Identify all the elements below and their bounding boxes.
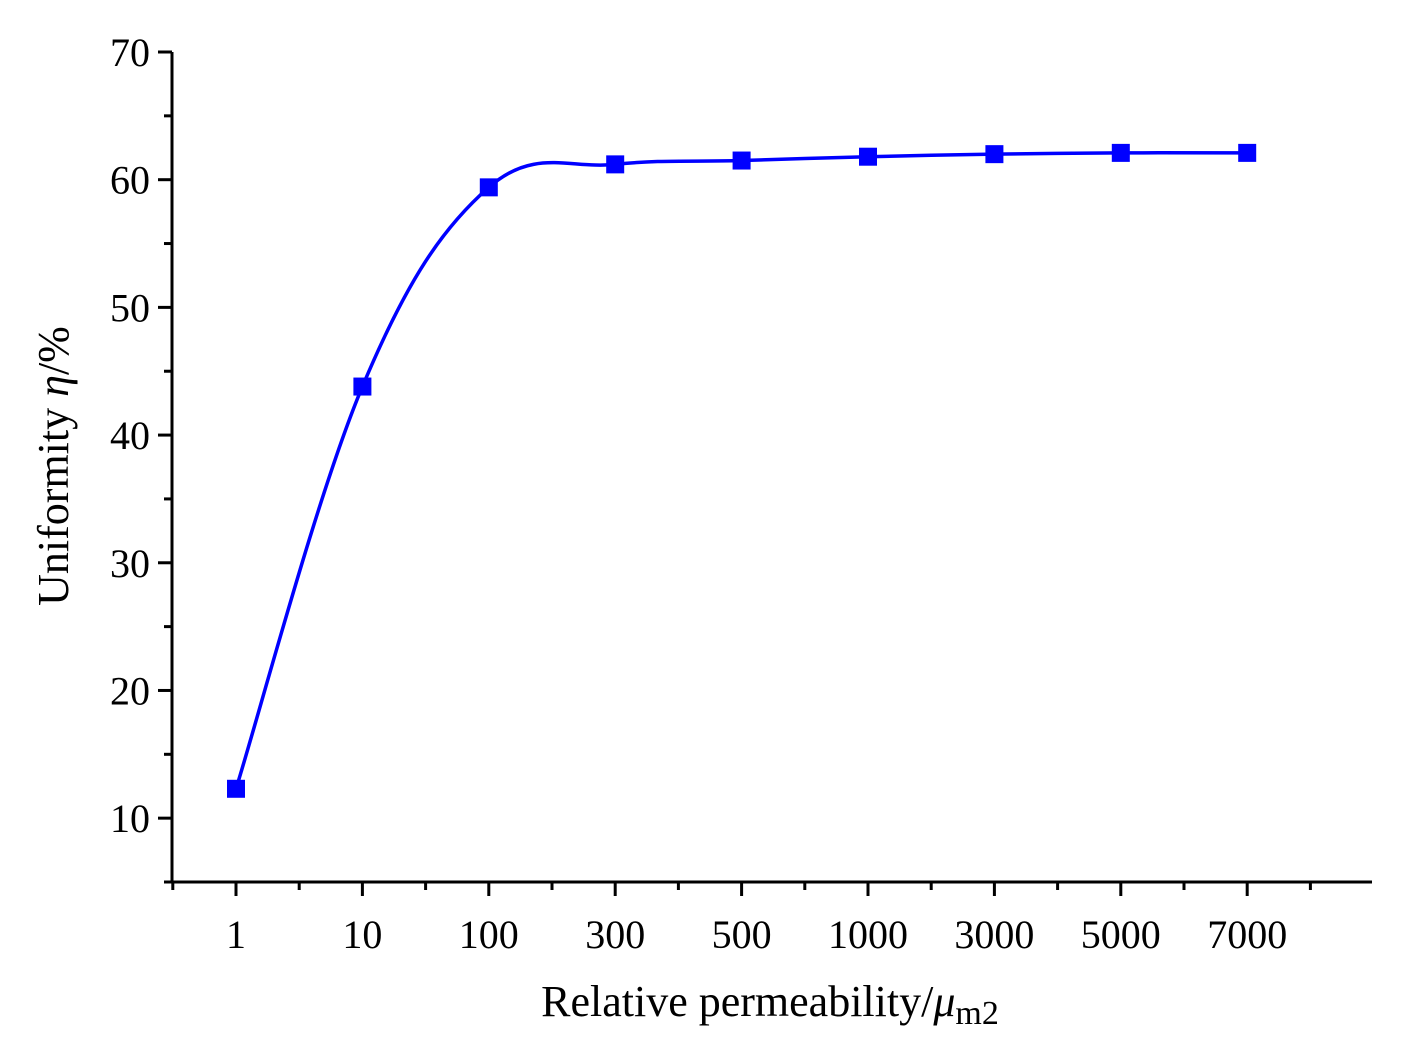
x-tick-label: 500 [712,912,772,957]
x-tick-label: 5000 [1081,912,1161,957]
y-tick-label: 30 [110,541,150,586]
data-point-marker [606,155,625,174]
y-axis-title-main: Uniformity [29,397,78,606]
y-axis-title-unit: /% [29,326,78,375]
data-point-marker [859,147,877,166]
data-point-marker [353,377,372,396]
y-tick-label: 20 [110,668,150,713]
data-point-marker [732,151,751,170]
series-layer [227,143,1257,798]
x-axis-title-subscript: m2 [955,995,998,1032]
y-tick-label: 50 [110,285,150,330]
x-tick-label: 7000 [1207,912,1287,957]
y-tick-label: 60 [110,158,150,203]
y-tick-label: 10 [110,796,150,841]
data-point-marker [985,145,1004,164]
axes [170,52,1372,884]
x-axis-ticks: 1 10 100 300 500 1000 3000 5000 7000 [171,882,1312,957]
y-tick-label: 70 [110,30,150,75]
series-line [234,151,1248,790]
x-axis-title-symbol: μ [932,977,955,1026]
x-tick-label: 10 [342,912,382,957]
x-tick-label: 300 [585,912,645,957]
y-tick-label: 40 [110,413,150,458]
data-point-marker [1111,143,1130,162]
data-point-marker [227,779,245,798]
x-tick-label: 100 [459,912,519,957]
y-axis-title-symbol: η [29,375,78,397]
y-axis-title: Uniformity η/% [29,326,78,606]
x-tick-label: 1 [226,912,246,957]
data-point-marker [479,178,498,197]
data-point-marker [1238,143,1257,162]
y-axis-ticks: 10 20 30 40 50 60 70 [110,30,172,884]
x-tick-label: 3000 [954,912,1034,957]
x-axis-title-main: Relative permeability/ [541,977,934,1026]
x-tick-label: 1000 [828,912,908,957]
x-axis-title: Relative permeability/μm2 [541,977,999,1032]
